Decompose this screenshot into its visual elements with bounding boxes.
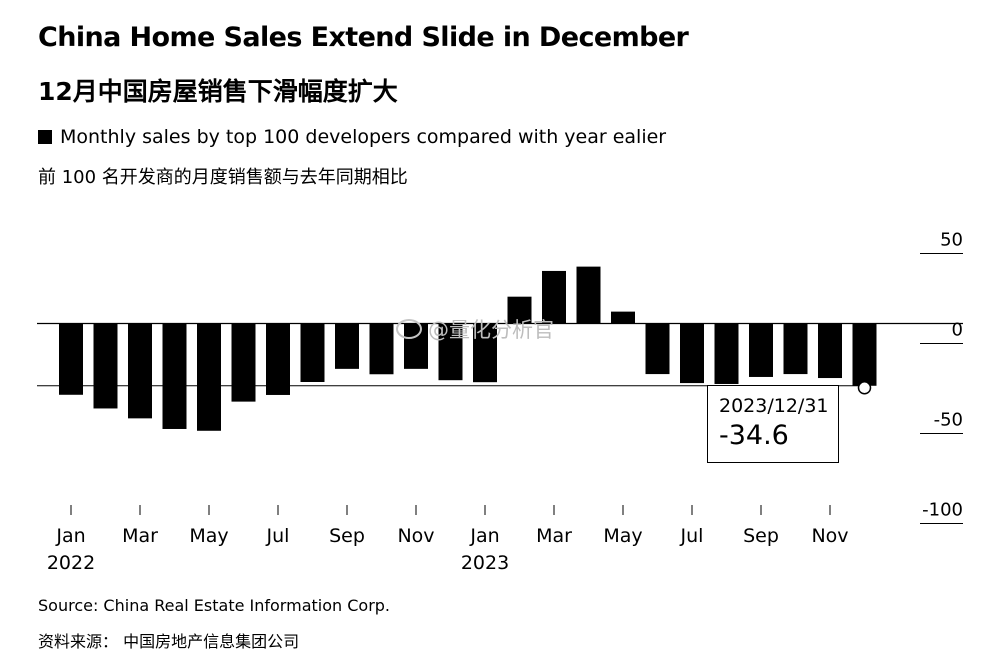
bar-2023-09 — [749, 323, 773, 377]
bar-2023-08 — [714, 323, 739, 384]
bar-2022-10 — [369, 323, 394, 375]
source-text-chinese: 资料来源： 中国房地产信息集团公司 — [38, 632, 300, 651]
x-tick-label-2022-09: Sep — [329, 525, 365, 547]
bar-2023-01 — [473, 323, 497, 383]
highlight-marker — [857, 381, 872, 395]
chart-title-chinese: 12月中国房屋销售下滑幅度扩大 — [38, 77, 398, 106]
x-tick-label-2022-01: Jan — [55, 525, 85, 547]
x-tick-label-2023-01: Jan — [469, 525, 499, 547]
year-label-2023: 2023 — [461, 552, 509, 574]
x-tick-label-2023-09: Sep — [743, 525, 779, 547]
y-tick-label-50: 50 — [940, 230, 963, 251]
bar-2022-11 — [404, 323, 428, 369]
bar-2022-04 — [162, 323, 187, 429]
tooltip-date: 2023/12/31 — [719, 395, 829, 417]
bar-2022-05 — [197, 323, 221, 431]
bar-2023-07 — [680, 323, 704, 384]
x-tick-label-2023-05: May — [603, 525, 642, 547]
x-tick-label-2022-05: May — [189, 525, 228, 547]
x-tick-label-2023-03: Mar — [536, 525, 572, 547]
bar-2022-03 — [128, 323, 152, 419]
bar-2022-07 — [266, 323, 290, 395]
bar-2022-09 — [335, 323, 359, 369]
bar-2022-01 — [59, 323, 83, 395]
year-label-2022: 2022 — [47, 552, 95, 574]
bar-2022-06 — [231, 323, 256, 402]
bar-2022-02 — [93, 323, 118, 409]
bar-2023-02 — [507, 296, 532, 324]
y-tick-label-0: 0 — [952, 320, 963, 341]
tooltip-value: -34.6 — [719, 420, 789, 451]
bar-2023-03 — [542, 270, 566, 324]
bar-2023-06 — [645, 323, 670, 375]
bar-2022-12 — [438, 323, 463, 381]
chart-subtitle-text: Monthly sales by top 100 developers comp… — [60, 126, 667, 148]
x-tick-label-2022-07: Jul — [266, 525, 290, 547]
x-tick-label-2023-07: Jul — [680, 525, 704, 547]
x-tick-label-2023-11: Nov — [811, 525, 848, 547]
bar-2023-10 — [783, 323, 808, 375]
bar-2023-12 — [852, 323, 877, 386]
y-tick-label--100: -100 — [922, 500, 963, 521]
legend-swatch — [38, 130, 52, 144]
chart-subtitle: Monthly sales by top 100 developers comp… — [38, 126, 666, 148]
chart-subtitle-chinese: 前 100 名开发商的月度销售额与去年同期相比 — [38, 167, 408, 188]
bar-2023-04 — [576, 266, 601, 324]
source-text: Source: China Real Estate Information Co… — [38, 596, 391, 615]
bar-2023-11 — [818, 323, 842, 379]
bar-2022-08 — [300, 323, 325, 382]
tooltip: 2023/12/31 -34.6 — [707, 385, 839, 463]
y-tick-label--50: -50 — [934, 410, 963, 431]
x-tick-label-2022-03: Mar — [122, 525, 158, 547]
chart-title: China Home Sales Extend Slide in Decembe… — [38, 22, 689, 53]
x-tick-label-2022-11: Nov — [397, 525, 434, 547]
bar-2023-05 — [611, 311, 635, 324]
